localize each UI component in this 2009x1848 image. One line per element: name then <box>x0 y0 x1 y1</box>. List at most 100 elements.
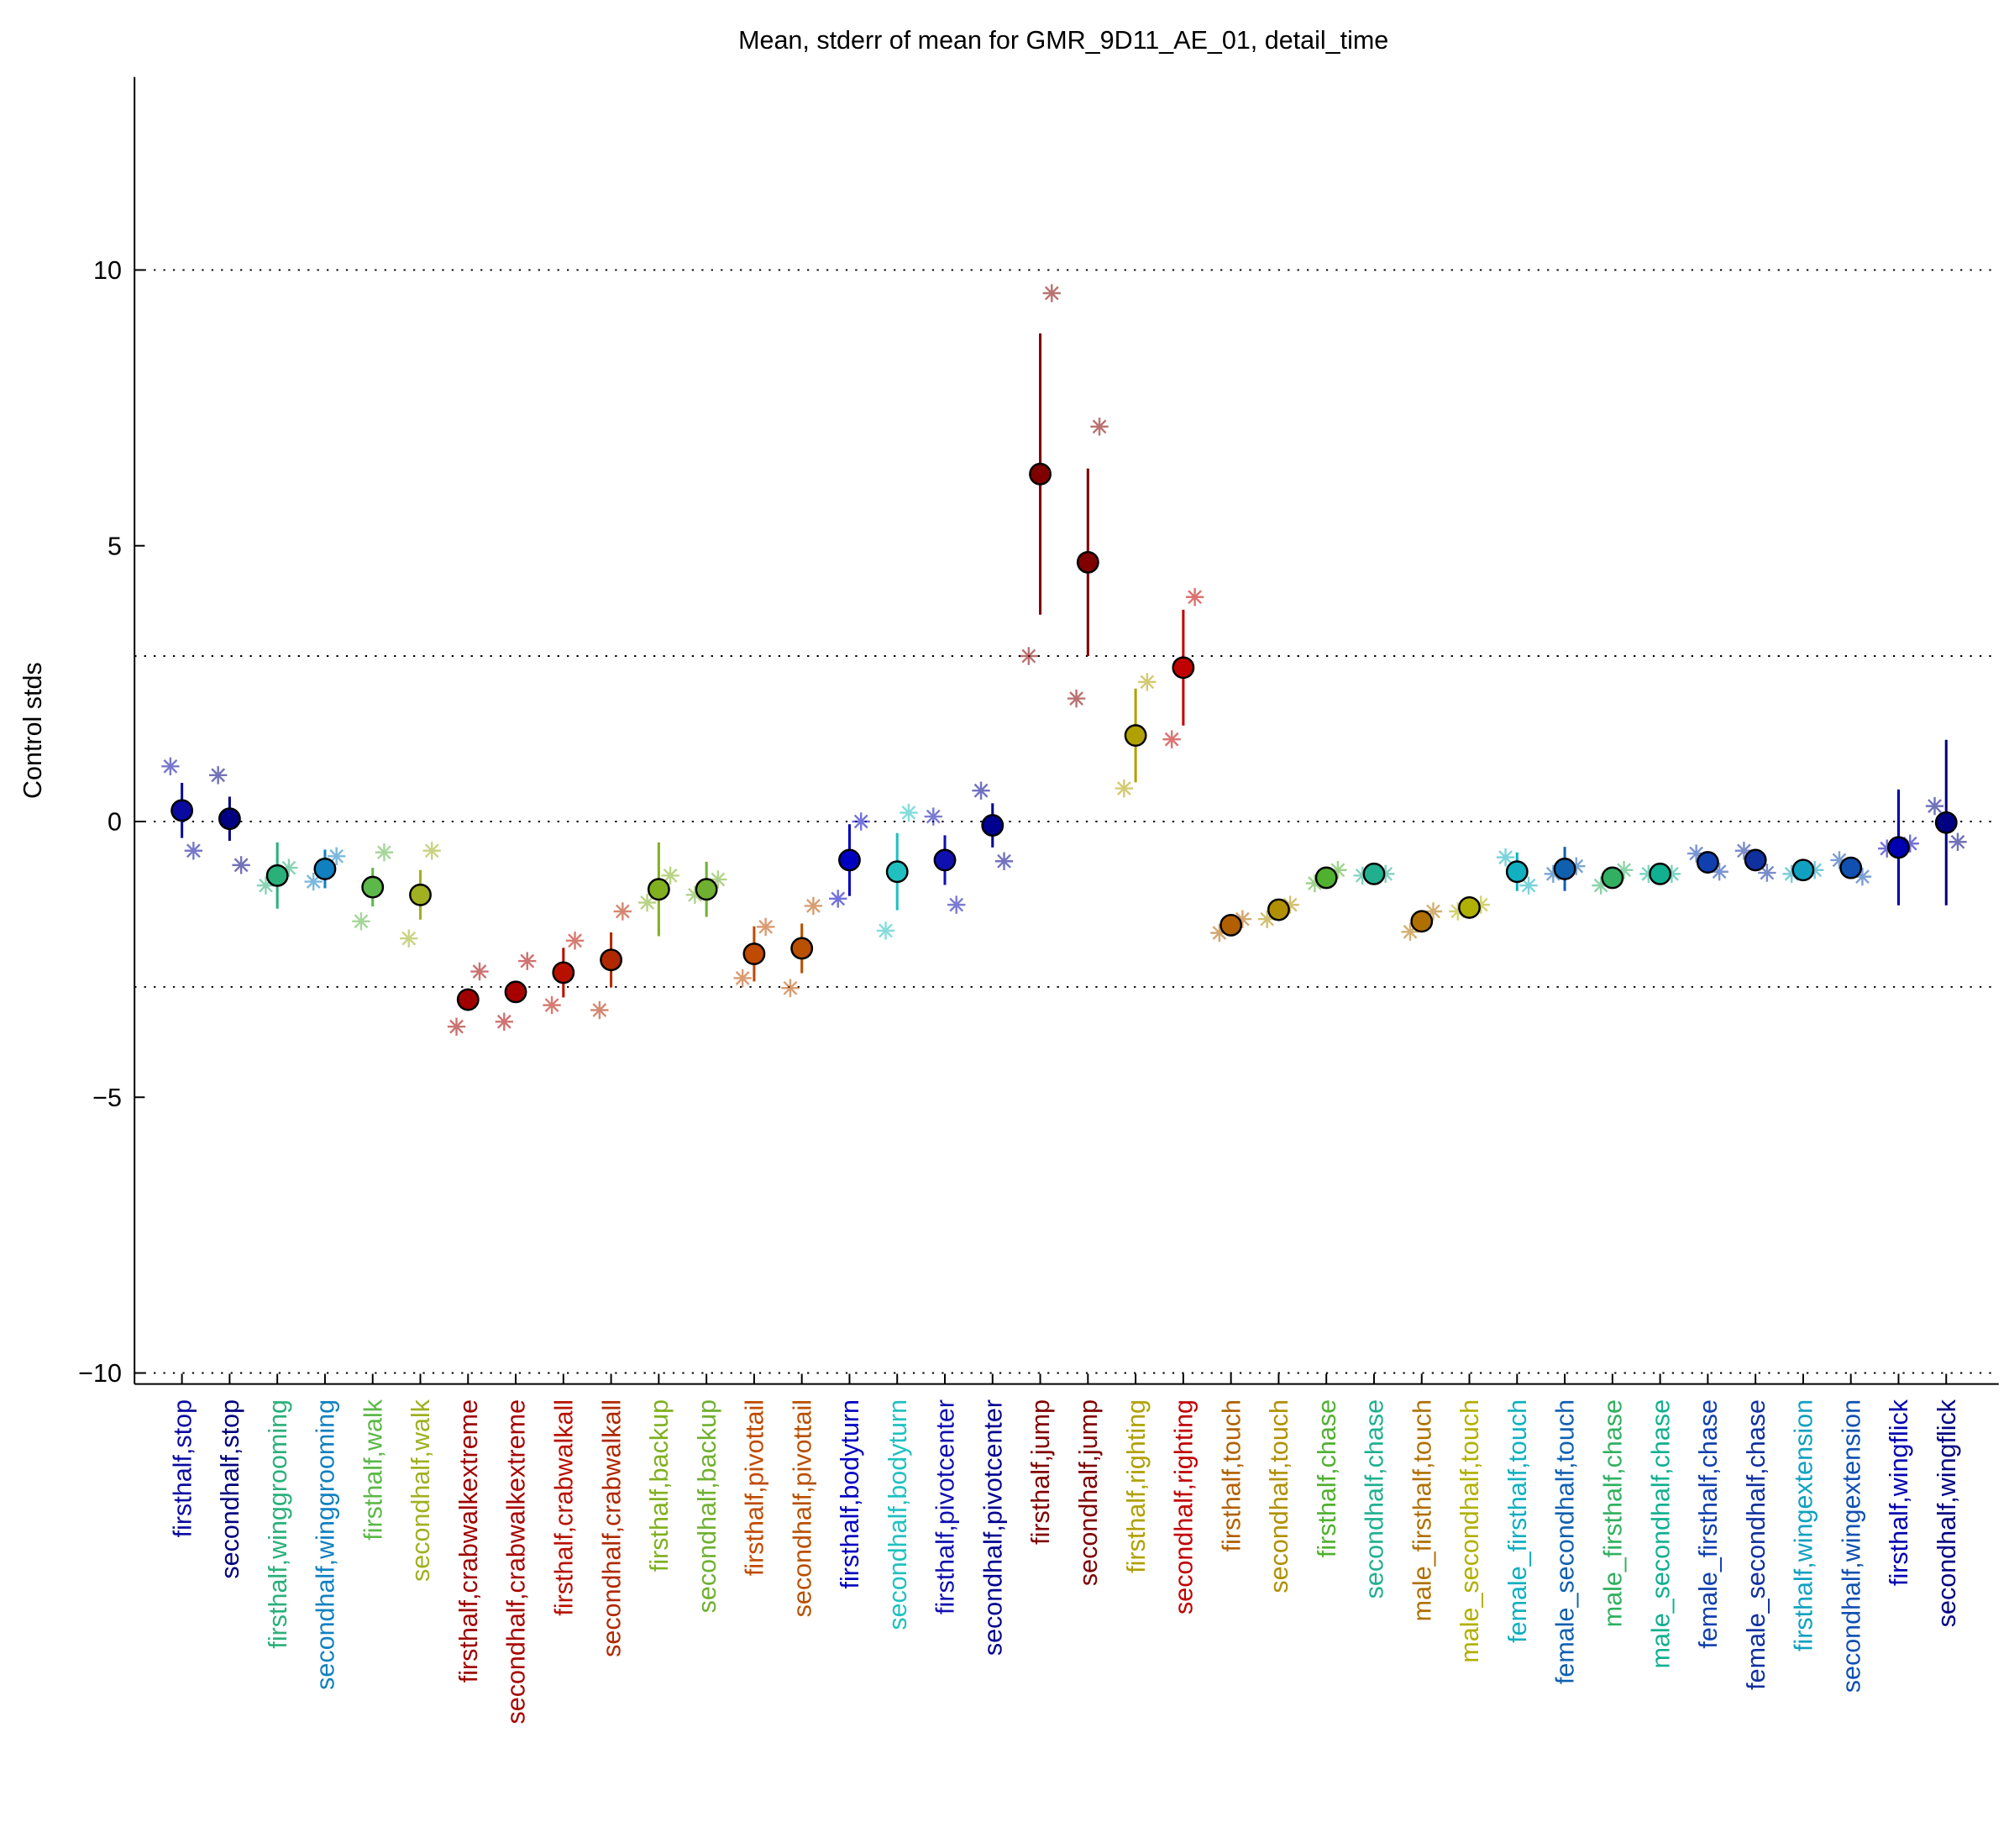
x-tick-label: firsthalf,crabwalkextreme <box>454 1399 483 1683</box>
x-tick-label: female_secondhalf,touch <box>1551 1399 1580 1684</box>
x-tick-label: male_secondhalf,chase <box>1646 1399 1675 1668</box>
star-point <box>375 843 394 862</box>
star-point <box>1925 796 1944 816</box>
mean-marker <box>552 961 575 984</box>
mean-marker <box>790 937 814 960</box>
star-point <box>1090 417 1109 436</box>
x-tick-label: secondhalf,walk <box>407 1399 435 1582</box>
star-stroke <box>853 814 868 829</box>
x-tick-label: firsthalf,walk <box>359 1399 387 1541</box>
star-point <box>447 1017 466 1036</box>
mean-marker <box>361 875 385 899</box>
mean-marker <box>933 848 957 872</box>
star-stroke <box>496 1014 511 1029</box>
x-tick-label: secondhalf,pivottail <box>788 1399 816 1617</box>
star-point <box>876 921 895 940</box>
x-tick-label: firsthalf,bodyturn <box>836 1399 864 1588</box>
star-point <box>352 912 370 931</box>
star-stroke <box>879 923 893 938</box>
mean-marker <box>1410 910 1434 933</box>
mean-marker <box>838 848 861 872</box>
mean-marker <box>1124 724 1147 747</box>
y-tick-label: −5 <box>92 1084 122 1112</box>
mean-marker <box>1029 462 1052 486</box>
star-stroke <box>1069 691 1084 706</box>
star-stroke <box>377 845 391 860</box>
y-tick-label: 0 <box>108 808 122 837</box>
star-point <box>613 902 632 921</box>
star-point <box>852 812 870 831</box>
x-tick-label: male_secondhalf,touch <box>1456 1399 1484 1663</box>
star-stroke <box>592 1003 607 1017</box>
mean-marker <box>1649 862 1672 885</box>
x-tick-label: firsthalf,jump <box>1026 1399 1055 1545</box>
x-tick-label: secondhalf,wingextension <box>1837 1399 1865 1693</box>
star-stroke <box>1021 648 1036 664</box>
star-point <box>781 979 800 997</box>
star-stroke <box>544 998 559 1013</box>
mean-marker <box>313 858 337 880</box>
x-tick-label: firsthalf,wingflick <box>1885 1399 1913 1586</box>
star-stroke <box>663 868 678 883</box>
star-stroke <box>472 964 487 979</box>
x-tick-label: firsthalf,pivottail <box>741 1399 769 1576</box>
star-stroke <box>1044 286 1059 301</box>
star-point <box>804 896 823 916</box>
mean-marker <box>1458 895 1481 919</box>
star-stroke <box>735 971 750 985</box>
star-point <box>565 932 585 950</box>
x-tick-label: firsthalf,wingextension <box>1790 1399 1818 1651</box>
star-point <box>518 952 537 970</box>
star-stroke <box>401 931 417 946</box>
star-point <box>470 962 489 981</box>
star-point <box>1042 284 1061 302</box>
mean-marker <box>1267 898 1290 921</box>
star-point <box>1162 730 1181 748</box>
mean-marker <box>981 814 1004 837</box>
mean-marker <box>265 864 289 887</box>
star-stroke <box>1164 732 1179 747</box>
star-point <box>184 842 203 860</box>
x-tick-label: male_firsthalf,chase <box>1599 1399 1628 1627</box>
star-point <box>543 995 561 1015</box>
star-stroke <box>211 768 226 783</box>
x-tick-label: secondhalf,jump <box>1074 1399 1103 1586</box>
star-stroke <box>186 843 201 858</box>
x-tick-label: secondhalf,wingflick <box>1933 1399 1961 1627</box>
x-tick-label: secondhalf,bodyturn <box>884 1399 912 1630</box>
mean-marker <box>1601 866 1624 890</box>
mean-marker <box>170 799 194 822</box>
mean-marker <box>409 883 432 906</box>
star-stroke <box>449 1019 464 1034</box>
star-stroke <box>1855 869 1870 885</box>
mean-marker <box>218 807 241 831</box>
star-stroke <box>901 806 916 820</box>
star-point <box>1115 779 1134 798</box>
star-stroke <box>1737 843 1751 858</box>
mean-marker <box>1220 913 1243 937</box>
star-stroke <box>568 933 582 948</box>
x-tick-label: secondhalf,crabwalkall <box>597 1399 626 1657</box>
mean-marker <box>1696 851 1719 874</box>
mean-marker <box>1076 550 1099 574</box>
star-point <box>829 890 847 908</box>
mean-marker <box>600 948 623 972</box>
x-tick-label: firsthalf,pivotcenter <box>931 1399 960 1614</box>
mean-marker <box>885 860 909 884</box>
mean-marker <box>1505 860 1529 884</box>
star-stroke <box>615 904 630 919</box>
star-point <box>1185 588 1204 606</box>
star-stroke <box>831 891 846 906</box>
star-stroke <box>1760 865 1775 880</box>
x-tick-label: secondhalf,pivotcenter <box>978 1399 1007 1656</box>
x-tick-label: male_firsthalf,touch <box>1408 1399 1436 1621</box>
star-stroke <box>1116 781 1131 795</box>
y-tick-label: 10 <box>93 256 122 285</box>
star-stroke <box>1140 675 1155 690</box>
x-tick-label: female_secondhalf,chase <box>1742 1399 1770 1690</box>
x-tick-label: firsthalf,touch <box>1217 1399 1246 1551</box>
star-point <box>756 917 775 937</box>
x-tick-label: firsthalf,chase <box>1313 1399 1341 1557</box>
